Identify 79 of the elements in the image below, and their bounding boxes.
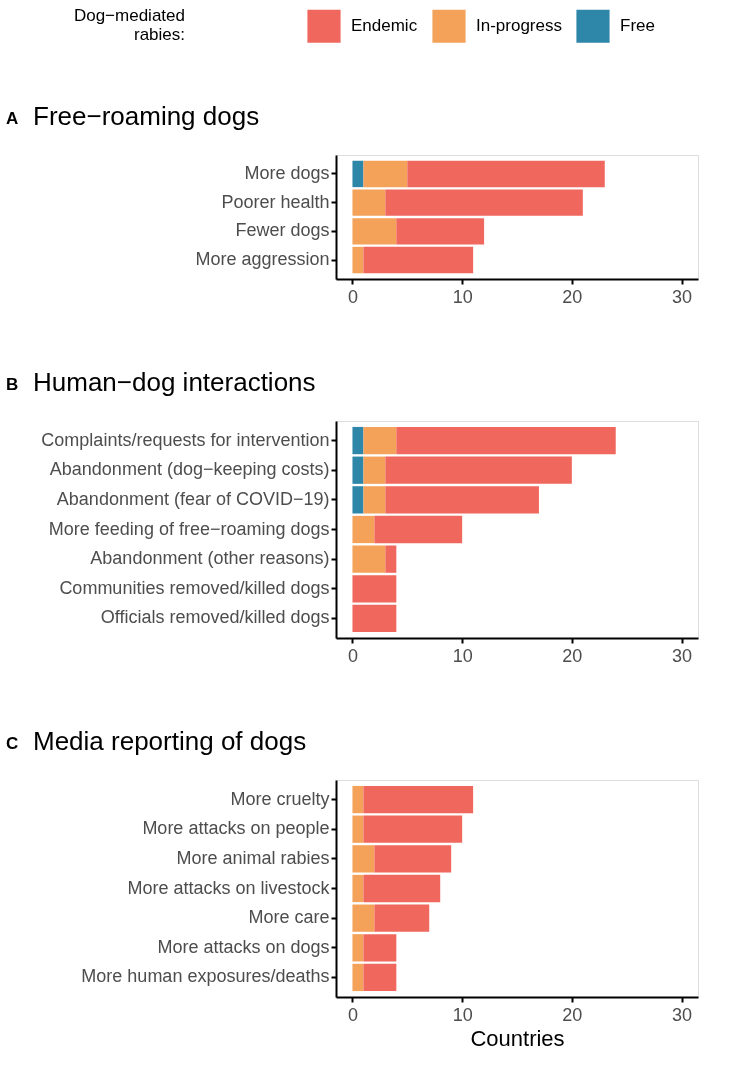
bar [363,963,397,992]
bar [352,785,364,814]
bar [363,246,474,274]
y-tick-label: Officials removed/killed dogs [100,607,330,628]
bar [352,486,364,514]
bar [352,515,375,544]
bar [396,218,485,245]
y-tick-label: Complaints/requests for intervention [41,429,330,450]
x-tick-label: 30 [672,645,693,666]
text: C [6,734,19,753]
bar [363,160,408,188]
bar [407,160,605,188]
y-tick-label: Abandonment (other reasons) [90,548,330,569]
x-tick-label: 20 [562,1004,583,1025]
bar [352,426,364,455]
bar [352,545,386,573]
chart-title: Media reporting of dogs [33,726,307,756]
y-tick-label: More animal rabies [176,847,330,868]
legend-label: Endemic [351,16,418,36]
bar [352,904,375,932]
x-tick-label: 30 [672,1004,693,1025]
x-tick-label: 10 [452,1004,473,1025]
bar [363,426,397,455]
x-tick-label: 0 [347,645,358,666]
bar [352,845,375,873]
text: B [6,375,19,394]
x-tick-label: 20 [562,286,583,307]
bar [352,246,364,274]
bar [374,845,452,873]
bar [385,486,539,514]
legend-label: Free [620,16,655,36]
bar [352,874,364,903]
bar [385,545,397,573]
legend-title: Dog−mediated rabies: [73,6,185,44]
y-tick-label: More care [248,907,330,928]
y-tick-label: More aggression [195,249,330,270]
bar [352,575,397,603]
x-tick-label: 0 [347,286,358,307]
x-tick-label: 30 [672,286,693,307]
y-tick-label: Abandonment (fear of COVID−19) [56,488,330,509]
bar [363,874,441,903]
bar [385,189,583,216]
y-tick-label: More attacks on people [142,818,330,839]
bar [352,963,364,992]
bar [374,904,430,932]
bar [352,934,364,962]
text: A [6,109,19,128]
bar [363,785,474,814]
y-tick-label: More human exposures/deaths [81,966,330,987]
y-tick-label: More attacks on livestock [127,877,331,898]
x-tick-label: 20 [562,645,583,666]
y-tick-label: More attacks on dogs [157,936,330,957]
bar [363,815,463,843]
bar [352,189,386,216]
y-tick-label: More cruelty [230,788,330,809]
bar [385,456,572,484]
x-tick-label: 0 [347,1004,358,1025]
y-tick-label: More dogs [244,162,330,183]
bar [352,456,364,484]
bar [352,604,397,633]
y-tick-label: More feeding of free−roaming dogs [48,518,330,539]
bar [363,456,386,484]
x-axis-title: Countries [470,1025,565,1051]
x-tick-label: 10 [452,286,473,307]
y-tick-label: Poorer health [221,191,330,212]
bar [352,815,364,843]
bar [374,515,463,544]
chart-title: Human−dog interactions [33,367,316,397]
bar [352,218,397,245]
chart-title: Free−roaming dogs [33,101,260,131]
legend-label: In-progress [476,16,562,36]
bar [363,934,397,962]
x-tick-label: 10 [452,645,473,666]
y-tick-label: Fewer dogs [235,220,330,241]
bar [352,160,364,188]
y-tick-label: Communities removed/killed dogs [59,577,330,598]
y-tick-label: Abandonment (dog−keeping costs) [49,459,330,480]
bar [363,486,386,514]
bar [396,426,616,455]
